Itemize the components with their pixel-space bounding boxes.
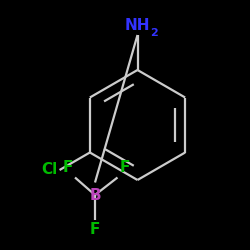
Text: B: B bbox=[89, 188, 101, 202]
Text: 2: 2 bbox=[150, 28, 158, 38]
Text: F: F bbox=[62, 160, 72, 175]
Text: NH: NH bbox=[125, 18, 150, 32]
Text: F: F bbox=[90, 222, 100, 238]
Text: F: F bbox=[120, 160, 130, 175]
Text: Cl: Cl bbox=[41, 162, 57, 178]
